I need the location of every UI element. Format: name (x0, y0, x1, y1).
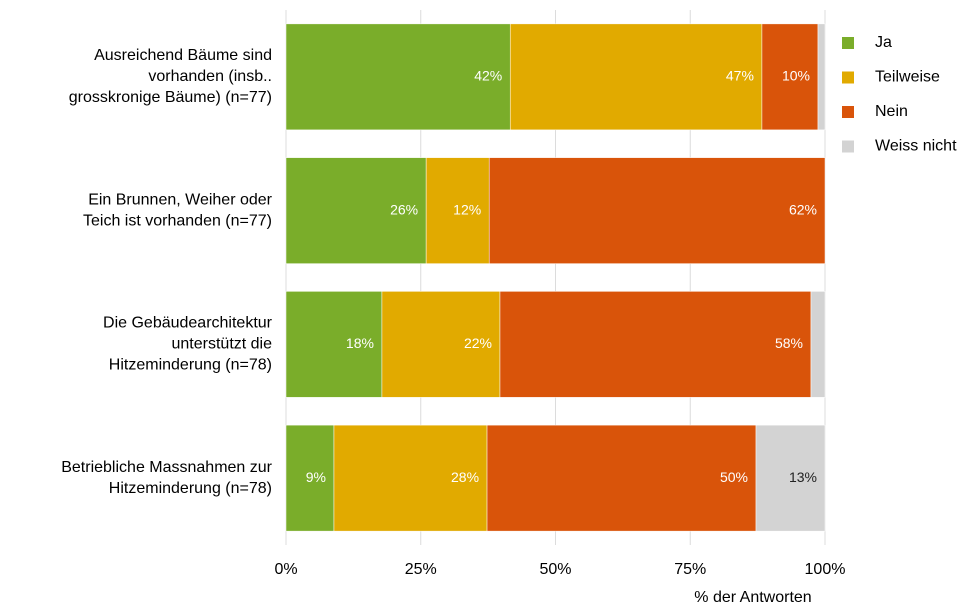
category-label: Ausreichend Bäume sind (94, 47, 272, 64)
category-label: vorhanden (insb.. (148, 68, 272, 85)
legend-swatch (842, 37, 854, 49)
data-label: 58% (775, 335, 803, 351)
data-label: 47% (726, 68, 754, 84)
category-label: Die Gebäudearchitektur (103, 315, 273, 332)
category-label: grosskronige Bäume) (n=77) (69, 89, 272, 106)
x-tick-label: 0% (274, 561, 297, 578)
data-label: 22% (464, 335, 492, 351)
data-label: 12% (453, 201, 481, 217)
legend-label: Teilweise (875, 69, 940, 86)
category-label: Hitzeminderung (n=78) (109, 480, 272, 497)
data-label: 42% (474, 68, 502, 84)
category-label: Teich ist vorhanden (n=77) (83, 212, 272, 229)
data-label: 62% (789, 201, 817, 217)
data-label: 13% (789, 469, 817, 485)
bar-segment (285, 291, 383, 398)
bar-segment (509, 23, 763, 131)
bar-segment (381, 291, 501, 398)
bar-segment (499, 291, 812, 398)
data-label: 9% (306, 469, 326, 485)
bar-segment (761, 23, 819, 131)
bar-segment (285, 157, 427, 264)
legend-swatch (842, 140, 854, 153)
legend-label: Weiss nicht (875, 138, 957, 155)
bar-segment (285, 23, 511, 131)
data-label: 10% (782, 68, 810, 84)
data-label: 50% (720, 469, 748, 485)
bar-segment (285, 424, 335, 532)
category-label: Ein Brunnen, Weiher oder (88, 191, 272, 208)
data-label: 28% (451, 469, 479, 485)
x-tick-label: 50% (539, 561, 571, 578)
legend-swatch (842, 106, 854, 118)
category-label: Hitzeminderung (n=78) (109, 357, 272, 374)
category-label: unterstützt die (172, 336, 273, 353)
legend-label: Ja (875, 34, 892, 51)
bar-segment (755, 424, 826, 532)
bar-segment (810, 291, 826, 398)
bar-segment (425, 157, 490, 264)
data-label: 26% (390, 201, 418, 217)
x-tick-label: 25% (405, 561, 437, 578)
bar-segment (486, 424, 757, 532)
category-label: Betriebliche Massnahmen zur (61, 459, 272, 476)
bar-segment (817, 23, 826, 131)
x-axis-label: % der Antworten (694, 589, 811, 606)
data-label: 18% (346, 335, 374, 351)
x-tick-label: 100% (805, 561, 846, 578)
x-tick-label: 75% (674, 561, 706, 578)
legend-label: Nein (875, 103, 908, 120)
bar-segment (488, 157, 826, 264)
legend-swatch (842, 71, 854, 84)
